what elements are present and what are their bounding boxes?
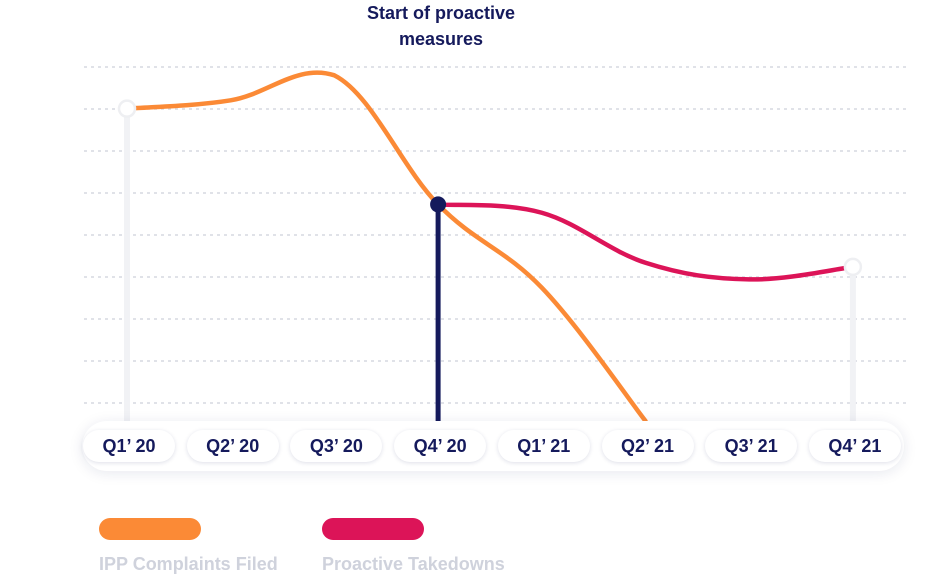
annotation-line-2: measures bbox=[398, 29, 484, 49]
x-tick-label: Q4’ 20 bbox=[394, 430, 487, 462]
x-tick-label: Q2’ 20 bbox=[186, 430, 279, 462]
legend-label-proactive-takedowns: Proactive Takedowns bbox=[322, 554, 505, 574]
start-marker bbox=[117, 99, 137, 118]
x-tick-label: Q3’ 21 bbox=[705, 430, 798, 462]
end-marker bbox=[843, 257, 863, 277]
legend-item-proactive-takedowns: Proactive Takedowns bbox=[322, 518, 505, 575]
x-tick-label: Q1’ 21 bbox=[497, 430, 590, 462]
annotation-label: Start of proactive measures bbox=[330, 0, 552, 52]
x-tick-label: Q3’ 20 bbox=[290, 430, 383, 462]
x-tick-label: Q1’ 20 bbox=[83, 430, 175, 462]
legend-swatch-ipp-complaints bbox=[99, 518, 201, 540]
series-line-proactive-takedowns bbox=[435, 202, 856, 282]
annotation-marker bbox=[430, 196, 447, 213]
x-tick-label: Q4’ 21 bbox=[808, 430, 901, 462]
series-line-ipp-complaints bbox=[124, 70, 648, 424]
x-tick-label: Q2’ 21 bbox=[601, 430, 694, 462]
legend-swatch-proactive-takedowns bbox=[322, 518, 424, 540]
annotation-line-1: Start of proactive bbox=[366, 3, 516, 23]
legend-item-ipp-complaints: IPP Complaints Filed bbox=[99, 518, 278, 575]
legend-label-ipp-complaints: IPP Complaints Filed bbox=[99, 554, 278, 574]
